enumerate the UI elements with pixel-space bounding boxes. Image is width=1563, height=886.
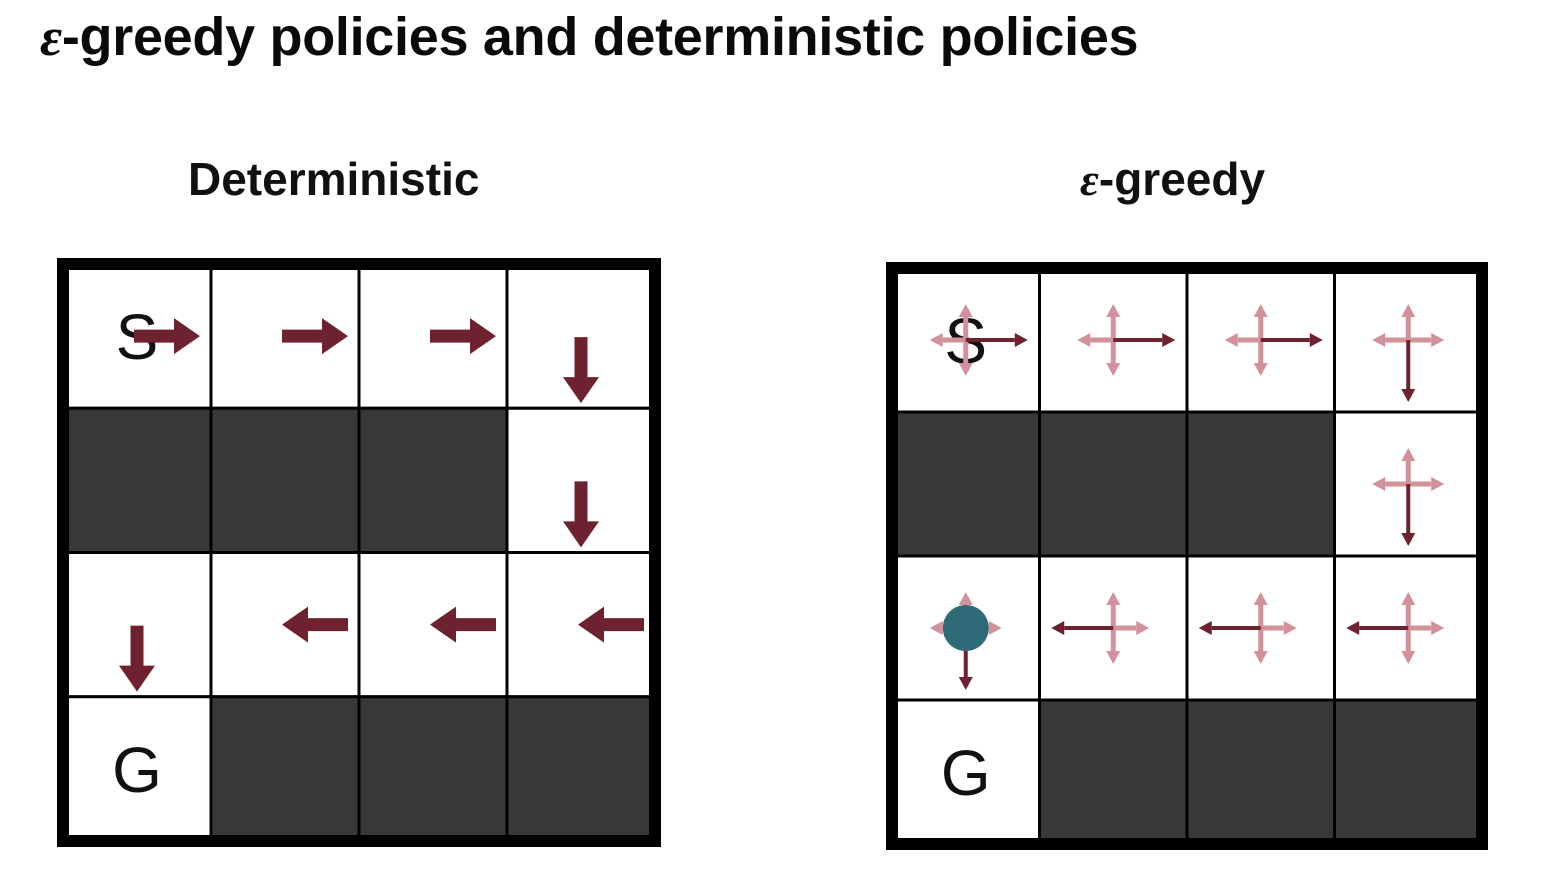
exploration-arrow-left: [929, 333, 966, 347]
policy-arrow-left: [578, 606, 644, 643]
blocked-cell: [1185, 410, 1336, 558]
heading-epsilon: ε: [1080, 154, 1099, 205]
policy-arrow-right: [282, 318, 348, 355]
blocked-cell: [209, 406, 361, 554]
blocked-cell: [1333, 698, 1484, 846]
exploration-arrow-down: [1253, 628, 1268, 664]
exploration-arrow-down: [1106, 628, 1121, 664]
blocked-cell: [1185, 698, 1336, 846]
blocked-cell: [1038, 410, 1189, 558]
exploration-arrow-left: [1077, 333, 1114, 347]
blocked-cell: [209, 695, 361, 843]
greedy-arrow-down: [1401, 484, 1416, 546]
policy-arrow-down: [563, 337, 599, 404]
policy-arrow-down: [563, 481, 599, 548]
exploration-arrow-down: [1401, 628, 1416, 664]
exploration-arrow-right: [1408, 477, 1445, 491]
open-cell: [61, 695, 213, 843]
title-epsilon: ε: [40, 7, 62, 67]
exploration-arrow-down: [1106, 340, 1121, 376]
exploration-arrow-down: [1253, 340, 1268, 376]
exploration-arrow-right: [1113, 621, 1150, 635]
open-cell: [890, 698, 1041, 846]
exploration-arrow-up: [958, 304, 973, 340]
exploration-arrow-left: [1372, 477, 1409, 491]
policy-arrow-right: [134, 318, 200, 355]
greedy-arrow-down: [1401, 340, 1416, 402]
greedy-arrow-left: [1051, 621, 1114, 635]
exploration-arrow-up: [1253, 592, 1268, 628]
title-text: -greedy policies and deterministic polic…: [61, 7, 1139, 67]
policy-arrow-down: [119, 625, 155, 692]
exploration-arrow-up: [1106, 592, 1121, 628]
blocked-cell: [890, 410, 1041, 558]
exploration-arrow-right: [1408, 333, 1445, 347]
greedy-arrow-right: [1260, 333, 1323, 347]
exploration-arrow-up: [1401, 448, 1416, 484]
greedy-arrow-right: [1113, 333, 1176, 347]
blocked-cell: [1038, 698, 1189, 846]
exploration-arrow-right: [1260, 621, 1297, 635]
blocked-cell: [61, 406, 213, 554]
greedy-arrow-left: [1198, 621, 1261, 635]
det-goal-label: G: [112, 734, 162, 806]
policy-arrow-left: [430, 606, 496, 643]
greedy-arrow-left: [1346, 621, 1409, 635]
exploration-arrow-left: [1224, 333, 1261, 347]
exploration-arrow-up: [1401, 592, 1416, 628]
policy-arrow-left: [282, 606, 348, 643]
slide-title: ε-greedy policies and deterministic poli…: [40, 6, 1139, 68]
blocked-cell: [357, 406, 509, 554]
epsilon-greedy-heading: ε-greedy: [1080, 153, 1266, 205]
det-outer-border: [57, 258, 661, 847]
exploration-arrow-left: [1372, 333, 1409, 347]
blocked-cell: [357, 695, 509, 843]
policy-arrow-right: [430, 318, 496, 355]
blocked-cell: [505, 695, 657, 843]
deterministic-heading: Deterministic: [188, 153, 480, 205]
exploration-arrow-up: [1401, 304, 1416, 340]
eps-outer-border: [886, 262, 1488, 850]
agent-marker: [942, 605, 989, 651]
exploration-arrow-down: [958, 340, 973, 376]
exploration-arrow-up: [1106, 304, 1121, 340]
eps-goal-label: G: [941, 737, 991, 809]
exploration-arrow-up: [1253, 304, 1268, 340]
exploration-arrow-right: [1408, 621, 1445, 635]
greedy-arrow-right: [965, 333, 1028, 347]
